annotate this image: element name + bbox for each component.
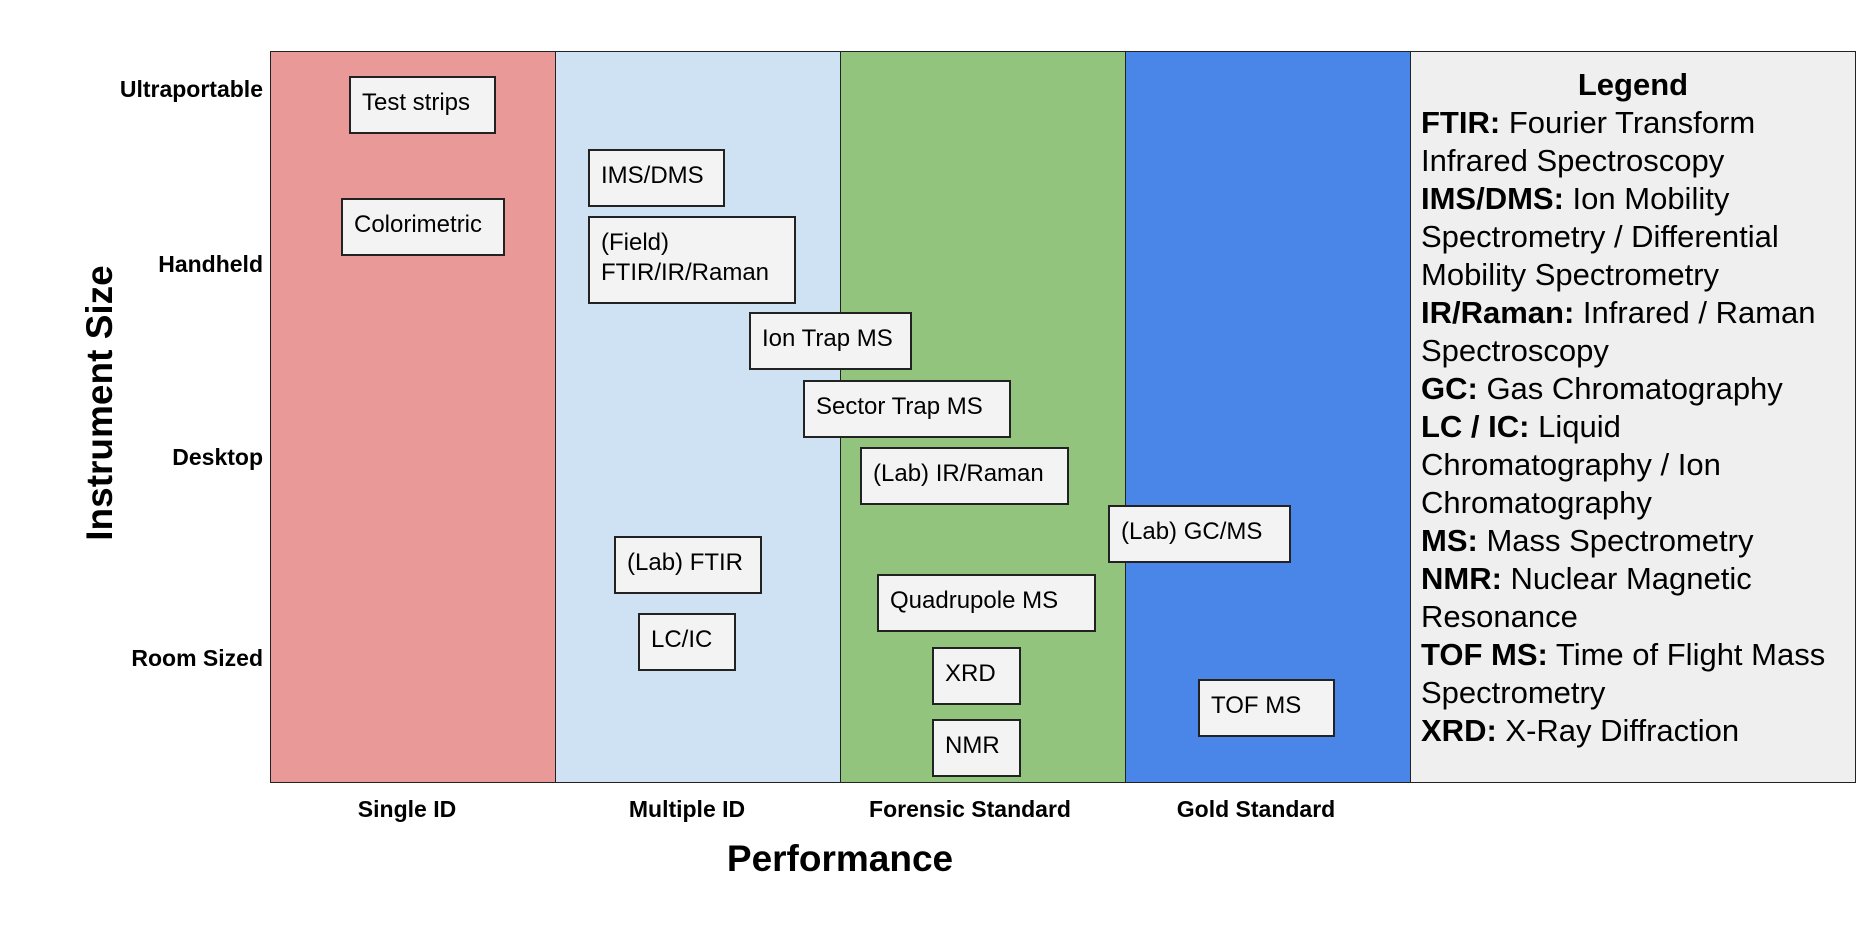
x-level-gold-standard: Gold Standard [1176,796,1336,822]
legend-text: Gas Chromatography [1477,371,1783,406]
technique-field-ftir-ir-raman: (Field) FTIR/IR/Raman [588,216,796,304]
technique-test-strips: Test strips [349,76,496,134]
technique-ion-trap-ms: Ion Trap MS [749,312,912,370]
technique-tof-ms: TOF MS [1198,679,1335,737]
legend-entry-ms: MS: Mass Spectrometry [1421,522,1845,560]
legend-entry-ims-dms: IMS/DMS: Ion Mobility Spectrometry / Dif… [1421,180,1845,294]
technique-lab-ftir: (Lab) FTIR [614,536,762,594]
legend-entry-ir-raman: IR/Raman: Infrared / Raman Spectroscopy [1421,294,1845,370]
technique-lc-ic: LC/IC [638,613,736,671]
legend-text: Ion Mobility Spectrometry / Differential… [1421,181,1779,292]
technique-sector-trap-ms: Sector Trap MS [803,380,1011,438]
technique-lab-gc-ms: (Lab) GC/MS [1108,505,1291,563]
legend-text: Fourier Transform Infrared Spectroscopy [1421,105,1756,178]
legend-abbr: IR/Raman: [1421,295,1575,330]
legend-text: X-Ray Diffraction [1496,713,1740,748]
x-level-single-id: Single ID [357,796,457,822]
y-level-desktop: Desktop [172,444,263,470]
band-single-id [270,51,556,783]
legend-abbr: IMS/DMS: [1421,181,1564,216]
legend-title: Legend [1577,67,1689,102]
legend-entry-ftir: FTIR: Fourier Transform Infrared Spectro… [1421,104,1845,180]
legend-abbr: XRD: [1421,713,1497,748]
legend-text: Liquid Chromatography / Ion Chromatograp… [1421,409,1721,520]
legend-text: Infrared / Raman Spectroscopy [1421,295,1816,368]
legend-abbr: LC / IC: [1421,409,1530,444]
technique-xrd: XRD [932,647,1021,705]
legend-text: Nuclear Magnetic Resonance [1421,561,1752,634]
x-level-multiple-id: Multiple ID [628,796,746,822]
x-level-forensic-standard: Forensic Standard [869,796,1071,822]
legend-entry-nmr: NMR: Nuclear Magnetic Resonance [1421,560,1845,636]
y-axis-title: Instrument Size [79,265,120,541]
technique-ims-dms: IMS/DMS [588,149,725,207]
technique-quadrupole-ms: Quadrupole MS [877,574,1096,632]
legend-entry-lc-ic: LC / IC: Liquid Chromatography / Ion Chr… [1421,408,1845,522]
legend-text: Time of Flight Mass Spectrometry [1421,637,1826,710]
y-level-ultraportable: Ultraportable [119,76,263,102]
legend-abbr: GC: [1421,371,1478,406]
legend-abbr: TOF MS: [1421,637,1548,672]
y-level-handheld: Handheld [158,251,263,277]
legend-panel: Legend FTIR: Fourier Transform Infrared … [1410,51,1856,783]
legend-entry-xrd: XRD: X-Ray Diffraction [1421,712,1845,750]
legend-abbr: FTIR: [1421,105,1501,140]
legend-abbr: NMR: [1421,561,1502,596]
legend-entry-gc: GC: Gas Chromatography [1421,370,1845,408]
x-axis-title: Performance [726,838,954,879]
technique-lab-ir-raman: (Lab) IR/Raman [860,447,1069,505]
y-level-room-sized: Room Sized [131,645,263,671]
technique-nmr: NMR [932,719,1021,777]
legend-entry-tof-ms: TOF MS: Time of Flight Mass Spectrometry [1421,636,1845,712]
band-gold-standard [1125,51,1411,783]
legend-abbr: MS: [1421,523,1478,558]
technique-field-ftir-line2: FTIR/IR/Raman [601,259,770,286]
technique-colorimetric: Colorimetric [341,198,505,256]
legend-text: Mass Spectrometry [1477,523,1754,558]
technique-field-ftir-line1: (Field) [601,229,670,256]
